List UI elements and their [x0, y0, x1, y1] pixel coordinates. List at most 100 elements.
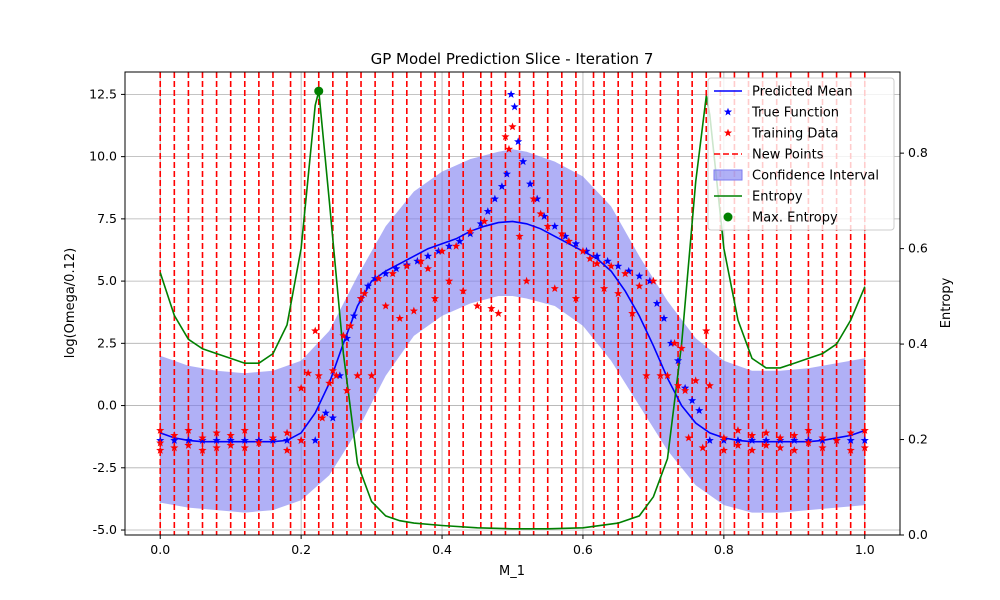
true-function-point [483, 207, 492, 215]
x-tick-label: 0.0 [150, 542, 170, 557]
true-function-point [445, 241, 454, 250]
training-data-point [571, 294, 580, 302]
training-data-point [702, 326, 711, 335]
true-function-point [645, 276, 654, 285]
true-function-point [614, 261, 623, 270]
true-function-point [212, 436, 221, 444]
true-function-point [514, 137, 523, 146]
true-function-point [363, 281, 373, 290]
legend: Predicted Mean True Function Training Data… [707, 77, 895, 231]
predicted-mean-line [159, 220, 866, 443]
training-data-point [297, 383, 306, 392]
training-data-point [635, 281, 644, 290]
legend-item: Training Data [723, 127, 838, 142]
true-function-point [342, 334, 352, 342]
entropy-line [159, 90, 866, 530]
y-tick-label: 12.5 [89, 86, 117, 101]
true-function-point [550, 222, 559, 230]
training-data-point [212, 443, 221, 452]
legend-swatch [723, 212, 733, 222]
true-function-point [507, 90, 516, 98]
training-data-point [691, 376, 700, 385]
training-data-point [156, 438, 165, 447]
true-function-point [321, 408, 330, 417]
true-function-point [335, 371, 344, 380]
training-data-point [437, 246, 447, 255]
x-tick-label: 0.8 [714, 542, 734, 557]
true-function-point [688, 396, 697, 405]
training-data-point [480, 217, 489, 225]
true-function-point [776, 436, 785, 444]
x-tick-label: 0.6 [573, 542, 593, 557]
training-data-point [325, 378, 334, 387]
training-data-point [818, 443, 827, 452]
training-data-point [282, 446, 292, 454]
legend-item: True Function [723, 106, 839, 121]
training-data-point [466, 227, 475, 235]
training-data-point [452, 241, 461, 250]
training-data-point [430, 294, 440, 302]
x-tick-label: 0.2 [291, 542, 311, 557]
training-data-point [374, 274, 383, 283]
y-tick-label: -5.0 [93, 522, 117, 537]
training-data-point [360, 289, 369, 298]
true-function-point [603, 256, 612, 265]
training-data-point [515, 231, 524, 240]
training-data-point [762, 441, 771, 449]
training-data-point [762, 428, 771, 437]
y-tick-label: 0.0 [97, 398, 117, 413]
true-function-point [423, 251, 433, 260]
training-data-point [332, 371, 341, 380]
true-function-point [659, 314, 669, 322]
legend-item: Max. Entropy [723, 211, 838, 226]
training-data-point [170, 431, 179, 439]
legend-item: Predicted Mean [714, 85, 853, 100]
training-data-point [328, 366, 337, 375]
legend-swatch [723, 107, 733, 116]
confidence-interval-area [160, 149, 865, 513]
training-data-point [600, 284, 609, 293]
legend-box [707, 77, 895, 231]
true-function-point [349, 311, 359, 320]
chart-title: GP Model Prediction Slice - Iteration 7 [371, 50, 654, 68]
legend-label: Entropy [752, 190, 803, 205]
training-data-point [621, 269, 630, 278]
true-function-point [198, 436, 207, 444]
training-data-point [212, 428, 221, 437]
training-data-point [395, 314, 404, 322]
true-function-point [533, 194, 542, 203]
y-tick-label: -2.5 [93, 460, 117, 475]
legend-item: Entropy [714, 190, 803, 205]
training-data-point [705, 381, 714, 390]
training-data-point [445, 276, 454, 285]
training-data-point [790, 431, 799, 439]
true-function-point [540, 212, 549, 220]
true-function-point [381, 269, 390, 278]
true-function-point [268, 436, 278, 444]
true-function-point [846, 436, 855, 444]
y-tick-label: 5.0 [97, 273, 117, 288]
y2-tick-label: 0.4 [908, 336, 928, 351]
training-data-point [156, 446, 165, 454]
training-data-point [550, 284, 559, 293]
legend-swatch [713, 169, 743, 181]
training-data-point [557, 229, 566, 238]
training-data-point [860, 443, 869, 452]
true-function-point [282, 436, 292, 444]
legend-swatch [723, 128, 733, 137]
true-function-point [673, 356, 683, 365]
training-data-point [304, 368, 313, 377]
true-function-point [592, 251, 602, 260]
true-function-point [497, 182, 507, 190]
training-data-markers [156, 122, 869, 454]
true-function-point [413, 256, 422, 265]
training-data-point [184, 426, 193, 434]
true-function-point [226, 436, 235, 444]
y2-tick-label: 0.6 [908, 241, 928, 256]
training-data-point [402, 261, 411, 270]
x-tick-label: 0.4 [432, 542, 452, 557]
true-function-point [240, 436, 249, 444]
training-data-point [818, 433, 827, 442]
training-data-point [684, 433, 693, 442]
